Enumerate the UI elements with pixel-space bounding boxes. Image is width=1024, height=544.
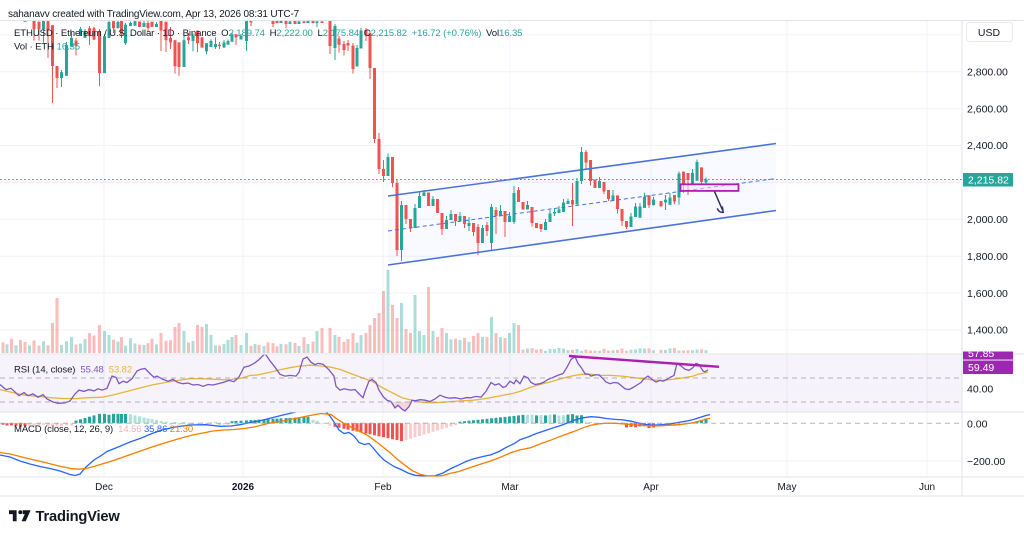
svg-text:1,600.00: 1,600.00 [967,288,1008,300]
svg-text:1,800.00: 1,800.00 [967,251,1008,263]
svg-text:RSI (14, close) 55.48 53.82: RSI (14, close) 55.48 53.82 [14,365,132,376]
svg-text:Feb: Feb [374,482,392,493]
svg-text:2,800.00: 2,800.00 [967,66,1008,78]
svg-text:Jun: Jun [919,482,935,493]
svg-text:2026: 2026 [232,482,255,493]
svg-text:0.00: 0.00 [967,419,988,431]
svg-text:57.85: 57.85 [968,348,994,360]
svg-text:USD: USD [978,27,1001,39]
svg-text:MACD (close, 12, 26, 9) 14.56: MACD (close, 12, 26, 9) 14.56 35.86 21.3… [14,424,193,435]
svg-text:2,215.82: 2,215.82 [968,174,1009,186]
svg-text:Vol · ETH 16.35: Vol · ETH 16.35 [14,42,80,53]
svg-text:Apr: Apr [643,482,659,493]
svg-text:−200.00: −200.00 [967,456,1005,468]
svg-text:59.49: 59.49 [968,362,994,374]
svg-text:Mar: Mar [501,482,519,493]
svg-text:1,400.00: 1,400.00 [967,325,1008,337]
svg-text:2,400.00: 2,400.00 [967,140,1008,152]
svg-text:sahanavv created with TradingV: sahanavv created with TradingView.com, A… [8,9,300,20]
svg-text:TradingView: TradingView [36,509,121,525]
svg-text:Dec: Dec [95,482,113,493]
svg-text:2,000.00: 2,000.00 [967,214,1008,226]
svg-text:2,600.00: 2,600.00 [967,103,1008,115]
svg-text:May: May [778,482,797,493]
svg-text:40.00: 40.00 [967,384,993,396]
svg-text:ETHUSD · Ethereum / U.S. Dolla: ETHUSD · Ethereum / U.S. Dollar · 1D · B… [14,28,522,39]
